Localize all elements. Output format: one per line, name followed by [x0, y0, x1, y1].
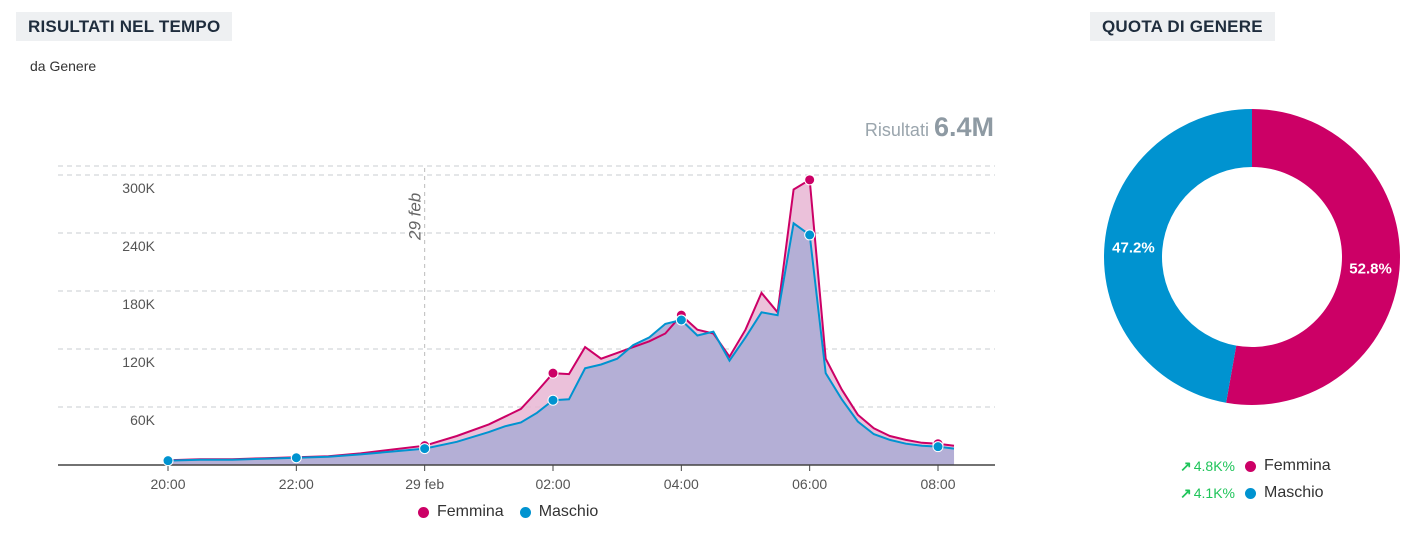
- results-over-time-title: RISULTATI NEL TEMPO: [16, 12, 233, 41]
- femmina-delta: ↗ 4.8K%: [1180, 458, 1235, 475]
- x-tick-label: 22:00: [279, 476, 314, 492]
- maschio-area: [168, 223, 955, 465]
- chart-legend: Femmina Maschio: [418, 503, 614, 521]
- femmina-share-dot: [1244, 460, 1256, 472]
- y-tick-label: 180K: [122, 296, 155, 312]
- trend-up-icon: ↗: [1180, 457, 1192, 474]
- gender-share-donut: 52.8% 47.2%: [1104, 109, 1400, 405]
- donut-slice-maschio: [1104, 109, 1252, 403]
- total-results: Risultati 6.4M: [865, 112, 994, 143]
- x-tick-label: 06:00: [792, 476, 827, 492]
- maschio-legend-dot: [519, 506, 531, 518]
- x-tick-label: 02:00: [535, 476, 570, 492]
- chart-subtitle: da Genere: [30, 58, 97, 74]
- donut-label-maschio: 47.2%: [1112, 240, 1155, 257]
- x-tick-label: 04:00: [664, 476, 699, 492]
- legend-femmina[interactable]: Femmina: [418, 503, 504, 521]
- maschio-delta: ↗ 4.1K%: [1180, 485, 1235, 502]
- maschio-point: [804, 229, 816, 241]
- maschio-line: [167, 221, 955, 462]
- femmina-point: [804, 174, 816, 186]
- maschio-share-dot: [1244, 487, 1256, 499]
- share-legend-maschio: ↗ 4.1K% Maschio: [1180, 484, 1324, 502]
- x-tick-label: 08:00: [920, 476, 955, 492]
- y-tick-label: 120K: [122, 354, 155, 370]
- maschio-point: [162, 455, 174, 467]
- donut-slice-femmina: [1226, 109, 1400, 405]
- femmina-legend-dot: [418, 506, 429, 518]
- maschio-point: [932, 441, 944, 453]
- maschio-point: [290, 452, 302, 464]
- maschio-delta-value: 4.1K%: [1193, 485, 1235, 501]
- femmina-delta-value: 4.8K%: [1193, 458, 1235, 474]
- legend-femmina-label: Femmina: [437, 503, 504, 520]
- y-tick-label: 60K: [130, 412, 156, 428]
- legend-maschio[interactable]: Maschio: [519, 503, 599, 521]
- maschio-share-label: Maschio: [1263, 484, 1324, 501]
- gender-share-title: QUOTA DI GENERE: [1090, 12, 1275, 41]
- maschio-point: [547, 394, 559, 406]
- x-tick-label: 20:00: [150, 476, 185, 492]
- legend-maschio-label: Maschio: [538, 503, 599, 520]
- maschio-point: [675, 314, 687, 326]
- y-tick-label: 240K: [122, 238, 155, 254]
- x-tick-label: 29 feb: [405, 476, 444, 492]
- femmina-point: [547, 367, 559, 379]
- donut-label-femmina: 52.8%: [1349, 260, 1392, 277]
- maschio-point: [419, 443, 431, 455]
- share-legend-femmina: ↗ 4.8K% Femmina: [1180, 457, 1331, 475]
- femmina-line: [167, 178, 955, 462]
- total-results-label: Risultati: [864, 120, 929, 140]
- femmina-share-label: Femmina: [1263, 457, 1331, 474]
- y-tick-label: 300K: [122, 180, 155, 196]
- trend-up-icon: ↗: [1180, 484, 1192, 501]
- total-results-value: 6.4M: [933, 112, 994, 142]
- results-area-chart: 60K 120K 180K 240K 300K 29 feb 20:00 22:00 29 fe…: [58, 165, 995, 492]
- day-marker-label: 29 feb: [406, 193, 425, 241]
